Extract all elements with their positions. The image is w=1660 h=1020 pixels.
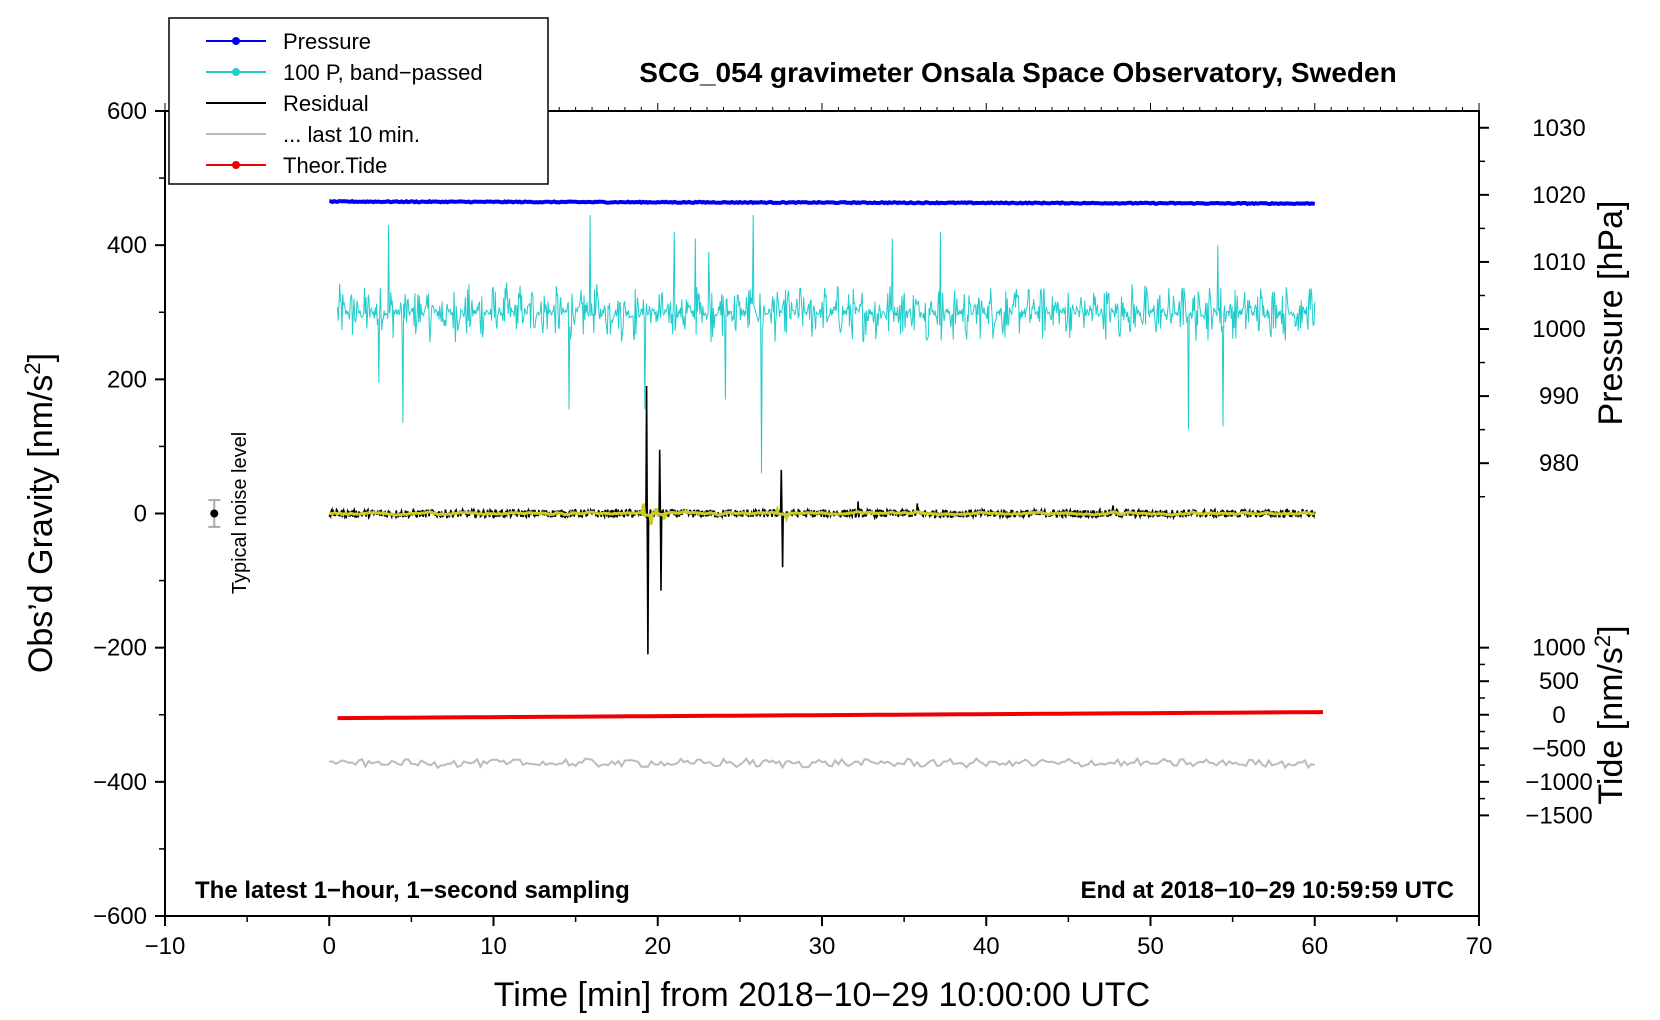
pressure-tick-label: 1030 <box>1532 115 1585 142</box>
pressure-tick-label: 1020 <box>1532 182 1585 209</box>
y-tick-label: −600 <box>93 903 147 930</box>
noise-dot <box>210 509 219 518</box>
bottom-right-note: End at 2018−10−29 10:59:59 UTC <box>1080 877 1454 904</box>
x-tick-label: −10 <box>145 933 186 960</box>
series-layer <box>328 198 1324 770</box>
legend-label: Residual <box>283 91 369 116</box>
y-tick-label: 0 <box>134 501 147 528</box>
x-tick-label: 50 <box>1137 933 1164 960</box>
x-tick-label: 70 <box>1466 933 1493 960</box>
pressure-tick-label: 980 <box>1539 450 1579 477</box>
y-tick-label: 400 <box>107 232 147 259</box>
noise-level-marker: Typical noise level <box>208 432 251 594</box>
y-tick-label: −200 <box>93 635 147 662</box>
y-axis-tide-title-main: Tide [nm/s <box>1592 647 1630 804</box>
y-axis-tide-title: Tide [nm/s2] <box>1590 625 1631 804</box>
y-axis-left: 600 400 200 0 −200 −400 −600 <box>93 98 165 930</box>
x-tick-label: 20 <box>644 933 671 960</box>
y-axis-pressure-title: Pressure [hPa] <box>1592 201 1630 426</box>
x-tick-label: 0 <box>323 933 336 960</box>
y-axis-left-title-end: ] <box>22 353 60 362</box>
x-tick-label: 10 <box>480 933 507 960</box>
y-axis-tide: 1000 500 0 −500 −1000 −1500 <box>1479 635 1593 829</box>
y-axis-tide-title-sup: 2 <box>1590 635 1615 647</box>
tide-tick-label: −1500 <box>1525 802 1592 829</box>
y-axis-pressure: 980 990 1000 1010 1020 1030 <box>1479 115 1586 498</box>
series-band-passed-line <box>337 214 1316 474</box>
y-tick-label: 200 <box>107 366 147 393</box>
series-pressure-line <box>329 198 1316 207</box>
x-tick-label: 60 <box>1301 933 1328 960</box>
pressure-tick-label: 990 <box>1539 383 1579 410</box>
x-axis: −10 0 10 20 30 40 50 60 70 <box>145 916 1493 960</box>
series-last10-line <box>329 756 1316 770</box>
x-tick-label: 40 <box>973 933 1000 960</box>
y-axis-left-title-main: Obs’d Gravity [nm/s <box>22 375 60 674</box>
y-tick-label: −400 <box>93 769 147 796</box>
x-axis-title: Time [min] from 2018−10−29 10:00:00 UTC <box>494 976 1150 1014</box>
legend-label: ... last 10 min. <box>283 122 420 147</box>
y-tick-label: 600 <box>107 98 147 125</box>
y-axis-left-title-sup: 2 <box>20 362 45 374</box>
bottom-left-note: The latest 1−hour, 1−second sampling <box>195 877 630 904</box>
pressure-tick-label: 1010 <box>1532 249 1585 276</box>
legend-label: Theor.Tide <box>283 153 387 178</box>
y-axis-left-title: Obs’d Gravity [nm/s2] <box>20 353 61 673</box>
y-axis-tide-title-end: ] <box>1592 625 1630 634</box>
legend-label: 100 P, band−passed <box>283 60 483 85</box>
tide-tick-label: 1000 <box>1532 635 1585 662</box>
series-tide-line <box>337 710 1324 721</box>
tide-tick-label: −500 <box>1532 735 1586 762</box>
tide-tick-label: −1000 <box>1525 769 1592 796</box>
legend: Pressure 100 P, band−passed Residual ... la… <box>168 17 549 185</box>
legend-swatch-marker <box>232 161 240 169</box>
legend-swatch-marker <box>232 68 240 76</box>
tide-tick-label: 0 <box>1552 702 1565 729</box>
x-tick-label: 30 <box>809 933 836 960</box>
legend-box <box>168 17 549 185</box>
pressure-tick-label: 1000 <box>1532 316 1585 343</box>
series-smoothed-line <box>329 503 1316 525</box>
tide-tick-label: 500 <box>1539 668 1579 695</box>
chart-title: SCG_054 gravimeter Onsala Space Observat… <box>639 57 1396 88</box>
legend-label: Pressure <box>283 29 371 54</box>
legend-swatch-marker <box>232 37 240 45</box>
noise-label: Typical noise level <box>229 432 251 594</box>
